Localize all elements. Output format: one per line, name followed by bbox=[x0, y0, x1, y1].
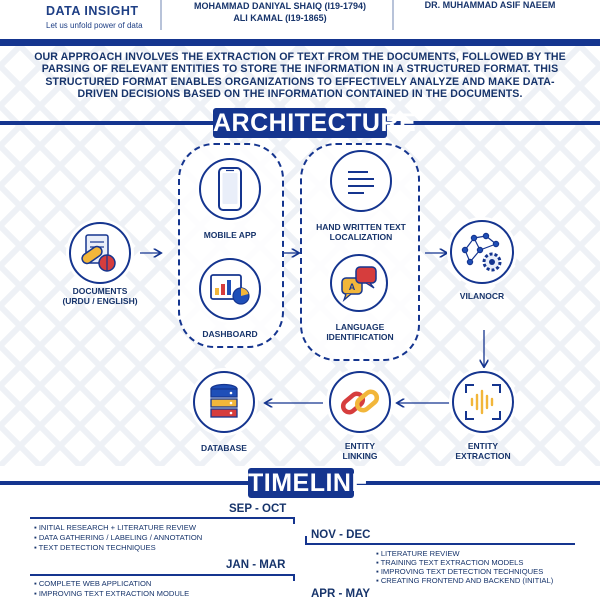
database-icon bbox=[210, 383, 238, 418]
period-item: ▪ TEXT DETECTION TECHNIQUES bbox=[34, 543, 156, 552]
student-1: MOHAMMAD DANIYAL SHAIQ (I19-1794) bbox=[193, 1, 367, 11]
brain-gear-icon bbox=[461, 232, 502, 272]
period-item-text: IMPROVING TEXT DETECTION TECHNIQUES bbox=[380, 567, 544, 576]
documents-label-line1: DOCUMENTS bbox=[72, 286, 128, 296]
dashboard-chart-icon bbox=[210, 274, 250, 305]
node-database: DATABASE bbox=[193, 371, 263, 456]
vilanocr-label: VILANOCR bbox=[459, 291, 505, 301]
node-dashboard: DASHBOARD bbox=[192, 258, 272, 348]
period-item-text: LITERATURE REVIEW bbox=[380, 549, 460, 558]
entity-linking-label: ENTITY LINKING bbox=[315, 441, 405, 461]
node-mobile-app: MOBILE APP bbox=[192, 158, 272, 240]
header: DATA INSIGHT Let us unfold power of data… bbox=[0, 0, 600, 38]
entity-linking-label-line2: LINKING bbox=[342, 451, 378, 461]
period-item: ▪ COMPLETE WEB APPLICATION bbox=[34, 579, 152, 588]
node-vilanocr: VILANOCR bbox=[450, 220, 520, 310]
database-label: DATABASE bbox=[201, 443, 247, 453]
period-item-text: CREATING FRONTEND AND BACKEND (INITIAL) bbox=[380, 576, 554, 585]
documents-label-line2: (URDU / ENGLISH) bbox=[62, 296, 138, 306]
period-item: ▪ DATA GATHERING / LABELING / ANNOTATION bbox=[34, 533, 203, 542]
handwritten-label-line2: LOCALIZATION bbox=[329, 232, 393, 242]
handwritten-label-line1: HAND WRITTEN TEXT bbox=[316, 222, 406, 232]
brand-name: DATA INSIGHT bbox=[46, 4, 139, 18]
period-label-jan-mar: JAN - MAR bbox=[226, 559, 286, 571]
period-item-text: IMPROVING TEXT EXTRACTION MODULE bbox=[38, 589, 190, 598]
period-label-sep-oct: SEP - OCT bbox=[229, 503, 287, 515]
text-lines-icon bbox=[348, 171, 374, 194]
period-item: ▪ IMPROVING TEXT EXTRACTION MODULE bbox=[34, 589, 190, 598]
mobile-app-label: MOBILE APP bbox=[203, 230, 257, 240]
header-divider bbox=[392, 0, 394, 30]
period-line-sep-oct-tick bbox=[293, 517, 295, 524]
header-bar bbox=[0, 39, 600, 46]
period-item-text: DATA GATHERING / LABELING / ANNOTATION bbox=[38, 533, 203, 542]
header-divider bbox=[160, 0, 162, 30]
period-item-text: INITIAL RESEARCH + LITERATURE REVIEW bbox=[38, 523, 196, 532]
entity-extraction-label: ENTITY EXTRACTION bbox=[436, 441, 530, 461]
node-language-identification: A LANGUAGE IDENTIFICATION bbox=[322, 254, 402, 349]
students: MOHAMMAD DANIYAL SHAIQ (I19-1794) ALI KA… bbox=[170, 0, 390, 24]
pill-documents-icon bbox=[81, 234, 116, 272]
entity-extraction-label-line2: EXTRACTION bbox=[455, 451, 511, 461]
period-line-jan-mar-tick bbox=[293, 574, 295, 581]
period-label-apr-may: APR - MAY bbox=[311, 588, 370, 600]
supervisor: DR. MUHAMMAD ASIF NAEEM bbox=[424, 0, 556, 10]
svg-text:A: A bbox=[349, 282, 356, 292]
entity-extraction-label-line1: ENTITY bbox=[467, 441, 499, 451]
period-item: ▪ IMPROVING TEXT DETECTION TECHNIQUES bbox=[376, 567, 544, 576]
period-item-text: TRAINING TEXT EXTRACTION MODELS bbox=[380, 558, 524, 567]
brand-logo-icon bbox=[6, 6, 34, 30]
architecture-title: ARCHITECTURE bbox=[213, 108, 417, 138]
period-item: ▪ LITERATURE REVIEW bbox=[376, 549, 460, 558]
chain-link-icon bbox=[340, 389, 380, 415]
period-line-nov-dec-tick bbox=[305, 536, 307, 545]
translate-icon: A bbox=[341, 266, 377, 303]
intro-text: OUR APPROACH INVOLVES THE EXTRACTION OF … bbox=[34, 51, 566, 101]
timeline-banner: TIMELINE bbox=[0, 468, 600, 498]
node-entity-linking: ENTITY LINKING bbox=[329, 371, 399, 466]
period-line-jan-mar bbox=[30, 574, 295, 576]
handwritten-label: HAND WRITTEN TEXT LOCALIZATION bbox=[300, 222, 422, 242]
period-line-sep-oct bbox=[30, 517, 295, 519]
period-item: ▪ CREATING FRONTEND AND BACKEND (INITIAL… bbox=[376, 576, 554, 585]
dashboard-label: DASHBOARD bbox=[202, 329, 258, 339]
student-2: ALI KAMAL (I19-1865) bbox=[233, 13, 327, 23]
language-label-line1: LANGUAGE bbox=[335, 322, 385, 332]
node-handwritten-localization: HAND WRITTEN TEXT LOCALIZATION bbox=[316, 150, 406, 245]
scan-waveform-icon bbox=[465, 384, 501, 420]
period-item: ▪ TRAINING TEXT EXTRACTION MODELS bbox=[376, 558, 524, 567]
entity-linking-label-line1: ENTITY bbox=[344, 441, 376, 451]
architecture-banner: ARCHITECTURE bbox=[0, 108, 600, 138]
period-item: ▪ INITIAL RESEARCH + LITERATURE REVIEW bbox=[34, 523, 196, 532]
smartphone-icon bbox=[218, 167, 242, 211]
period-item-text: COMPLETE WEB APPLICATION bbox=[38, 579, 152, 588]
period-line-nov-dec bbox=[305, 543, 575, 545]
brand-tagline: Let us unfold power of data bbox=[46, 21, 143, 30]
node-documents: DOCUMENTS (URDU / ENGLISH) bbox=[62, 222, 139, 306]
language-label-line2: IDENTIFICATION bbox=[326, 332, 394, 342]
documents-label: DOCUMENTS (URDU / ENGLISH) bbox=[47, 286, 153, 306]
node-entity-extraction: ENTITY EXTRACTION bbox=[452, 371, 522, 466]
period-label-nov-dec: NOV - DEC bbox=[311, 529, 371, 541]
language-label: LANGUAGE IDENTIFICATION bbox=[304, 322, 416, 342]
period-item-text: TEXT DETECTION TECHNIQUES bbox=[38, 543, 156, 552]
timeline-title: TIMELINE bbox=[248, 468, 369, 498]
